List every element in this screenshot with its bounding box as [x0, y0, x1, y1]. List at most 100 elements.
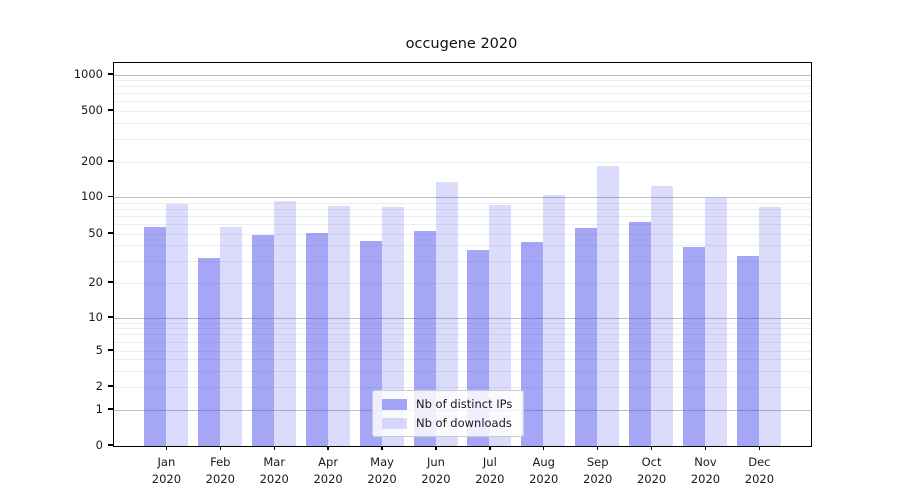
x-tick-mark-mar	[273, 446, 275, 451]
gridline-300	[114, 138, 811, 140]
y-tick-label-1: 1	[95, 401, 103, 416]
gridline-60	[114, 223, 811, 225]
x-tick-label-apr: Apr 2020	[313, 455, 343, 486]
y-tick-mark-10	[108, 316, 113, 318]
y-tick-mark-1000	[108, 73, 113, 75]
bar-apr-downloads	[327, 206, 350, 446]
x-tick-label-mar: Mar 2020	[259, 455, 289, 486]
bar-mar-distinct-ips	[251, 235, 274, 446]
x-tick-mark-feb	[219, 446, 221, 451]
gridline-70	[114, 215, 811, 217]
gridline-2	[114, 386, 811, 388]
gridline-3	[114, 370, 811, 372]
gridline-8	[114, 328, 811, 330]
x-tick-label-dec: Dec 2020	[744, 455, 775, 486]
bar-apr-distinct-ips	[305, 232, 328, 446]
bar-nov-downloads	[705, 197, 728, 446]
gridline-10	[114, 317, 811, 319]
y-tick-mark-2	[108, 385, 113, 387]
y-tick-mark-50	[108, 232, 113, 234]
bar-dec-downloads	[759, 207, 781, 446]
bar-feb-downloads	[219, 227, 242, 446]
legend-row-downloads: Nb of downloads	[382, 416, 512, 430]
x-tick-label-oct: Oct 2020	[636, 455, 667, 486]
x-tick-label-jun: Jun 2020	[421, 455, 451, 486]
x-tick-mark-may	[381, 446, 383, 451]
gridline-900	[114, 79, 811, 81]
gridline-500	[114, 110, 811, 112]
gridline-100	[114, 197, 811, 198]
y-tick-label-0: 0	[95, 437, 103, 452]
y-tick-mark-5	[108, 349, 113, 351]
x-tick-mark-jul	[489, 446, 491, 451]
x-tick-label-sep: Sep 2020	[583, 455, 613, 486]
gridline-700	[114, 93, 811, 95]
legend-row-distinct-ips: Nb of distinct IPs	[382, 397, 512, 411]
gridline-400	[114, 122, 811, 124]
bar-feb-distinct-ips	[197, 257, 220, 446]
legend: Nb of distinct IPs Nb of downloads	[372, 390, 525, 437]
x-tick-mark-jun	[435, 446, 437, 451]
y-tick-label-500: 500	[81, 102, 103, 117]
x-tick-mark-apr	[327, 446, 329, 451]
bar-oct-downloads	[651, 186, 674, 446]
y-tick-mark-500	[108, 109, 113, 111]
gridline-1000	[114, 74, 811, 76]
bar-sep-distinct-ips	[575, 228, 598, 446]
bar-aug-downloads	[543, 195, 566, 446]
legend-label-downloads: Nb of downloads	[416, 416, 512, 430]
bar-nov-distinct-ips	[683, 247, 706, 446]
y-tick-mark-0	[108, 444, 113, 446]
chart-title: occugene 2020	[405, 36, 518, 52]
x-tick-mark-aug	[543, 446, 545, 451]
gridline-5	[114, 350, 811, 352]
y-tick-mark-20	[108, 281, 113, 283]
x-tick-mark-sep	[596, 446, 599, 451]
y-tick-mark-1	[108, 408, 113, 410]
gridline-600	[114, 101, 811, 103]
gridline-50	[114, 233, 811, 235]
plot-area: Nb of distinct IPs Nb of downloads	[113, 62, 812, 447]
bar-jan-downloads	[166, 204, 188, 446]
x-tick-label-jan: Jan 2020	[151, 455, 182, 486]
bar-mar-downloads	[273, 200, 296, 446]
x-tick-mark-jan	[165, 446, 168, 451]
bar-may-downloads	[381, 206, 404, 446]
gridline-80	[114, 208, 811, 210]
gridline-800	[114, 86, 811, 88]
gridline-30	[114, 260, 811, 262]
y-tick-label-5: 5	[95, 342, 103, 357]
y-tick-label-200: 200	[81, 153, 103, 168]
legend-swatch-downloads-icon	[382, 417, 407, 429]
bar-aug-distinct-ips	[521, 242, 544, 446]
y-tick-label-20: 20	[88, 274, 103, 289]
gridline-40	[114, 245, 811, 247]
y-tick-label-2: 2	[95, 378, 103, 393]
gridline-4	[114, 359, 811, 361]
gridline-7	[114, 334, 811, 336]
legend-label-distinct-ips: Nb of distinct IPs	[416, 397, 513, 411]
gridline-20	[114, 282, 811, 284]
bar-sep-downloads	[597, 166, 620, 446]
bar-dec-distinct-ips	[737, 256, 759, 446]
y-tick-label-50: 50	[88, 225, 103, 240]
bar-jan-distinct-ips	[144, 227, 166, 446]
gridline-9	[114, 322, 811, 324]
legend-swatch-distinct-ips-icon	[382, 398, 407, 410]
y-tick-mark-200	[108, 160, 113, 162]
y-tick-label-10: 10	[88, 309, 103, 324]
x-tick-label-nov: Nov 2020	[690, 455, 721, 486]
x-tick-label-aug: Aug 2020	[529, 455, 559, 486]
x-tick-mark-nov	[704, 446, 707, 451]
x-tick-label-may: May 2020	[367, 455, 397, 486]
gridline-200	[114, 161, 811, 163]
bar-jun-downloads	[435, 182, 458, 446]
y-tick-label-100: 100	[81, 189, 103, 203]
bar-oct-distinct-ips	[629, 221, 652, 446]
gridline-90	[114, 202, 811, 204]
x-tick-mark-dec	[758, 446, 761, 451]
bar-jul-downloads	[489, 205, 512, 446]
y-tick-mark-100	[108, 195, 113, 198]
x-tick-label-feb: Feb 2020	[205, 455, 235, 486]
